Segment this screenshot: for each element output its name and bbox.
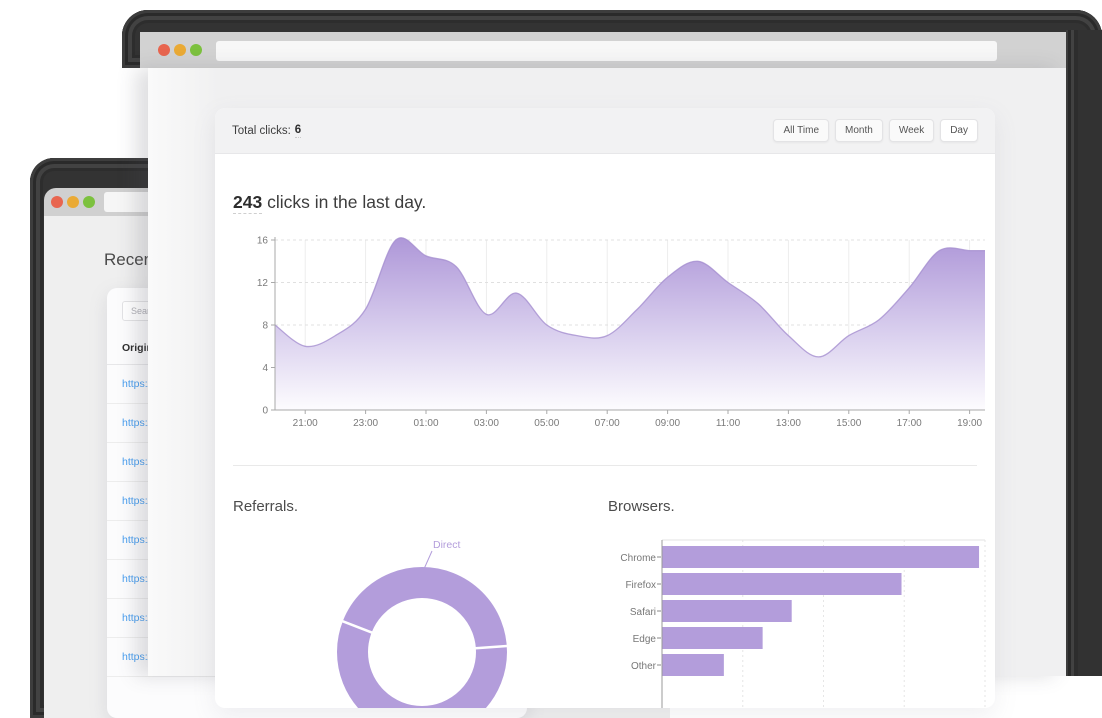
svg-text:07:00: 07:00 [595, 418, 620, 429]
svg-text:23:00: 23:00 [353, 418, 378, 429]
svg-text:15:00: 15:00 [836, 418, 861, 429]
referrals-donut-chart: Direct [337, 539, 509, 708]
close-button-icon[interactable] [51, 196, 63, 208]
range-button-day[interactable]: Day [940, 119, 978, 142]
svg-text:13:00: 13:00 [776, 418, 801, 429]
svg-text:01:00: 01:00 [413, 418, 438, 429]
stats-card-header: Total clicks: 6 All Time Month Week Day [215, 108, 995, 154]
clicks-count: 243 [233, 192, 263, 214]
svg-text:Edge: Edge [633, 634, 657, 645]
total-clicks-label: Total clicks: [232, 124, 291, 137]
svg-text:Safari: Safari [630, 607, 656, 618]
front-window-content: Total clicks: 6 All Time Month Week Day 243… [148, 68, 1066, 708]
svg-text:05:00: 05:00 [534, 418, 559, 429]
svg-text:Other: Other [631, 661, 657, 672]
clicks-headline-text: clicks in the last day. [262, 192, 427, 212]
minimize-button-icon[interactable] [174, 44, 186, 56]
range-button-all-time[interactable]: All Time [773, 119, 830, 142]
svg-text:17:00: 17:00 [897, 418, 922, 429]
svg-text:Firefox: Firefox [625, 580, 656, 591]
svg-text:09:00: 09:00 [655, 418, 680, 429]
maximize-button-icon[interactable] [190, 44, 202, 56]
svg-text:Direct: Direct [433, 539, 461, 551]
time-range-button-group: All Time Month Week Day [773, 119, 978, 142]
range-button-week[interactable]: Week [888, 119, 935, 142]
total-clicks-value: 6 [294, 123, 302, 138]
front-window-frame-right [1066, 30, 1102, 676]
clicks-area-chart: 0 4 8 12 16 21:00 23:00 01:00 03:00 05:00 07:00 09:… [257, 236, 985, 429]
svg-text:21:00: 21:00 [293, 418, 318, 429]
range-button-month[interactable]: Month [835, 119, 883, 142]
svg-text:Chrome: Chrome [620, 553, 656, 564]
close-button-icon[interactable] [158, 44, 170, 56]
svg-text:12: 12 [257, 278, 269, 289]
svg-text:19:00: 19:00 [957, 418, 982, 429]
clicks-headline: 243 clicks in the last day. [233, 192, 427, 214]
browsers-title: Browsers. [608, 498, 675, 515]
stats-card: Total clicks: 6 All Time Month Week Day 243… [215, 108, 995, 708]
svg-text:11:00: 11:00 [716, 418, 741, 429]
minimize-button-icon[interactable] [67, 196, 79, 208]
referrals-title: Referrals. [233, 498, 299, 515]
svg-text:16: 16 [257, 236, 269, 247]
front-window-titlebar [140, 32, 1066, 68]
section-divider [233, 465, 977, 466]
svg-text:03:00: 03:00 [474, 418, 499, 429]
svg-text:0: 0 [262, 406, 268, 417]
browsers-bar-chart: Chrome Firefox Safari Edge Other [620, 539, 986, 708]
maximize-button-icon[interactable] [83, 196, 95, 208]
svg-text:4: 4 [262, 363, 268, 374]
svg-text:8: 8 [262, 321, 268, 332]
front-url-bar[interactable] [216, 41, 997, 61]
